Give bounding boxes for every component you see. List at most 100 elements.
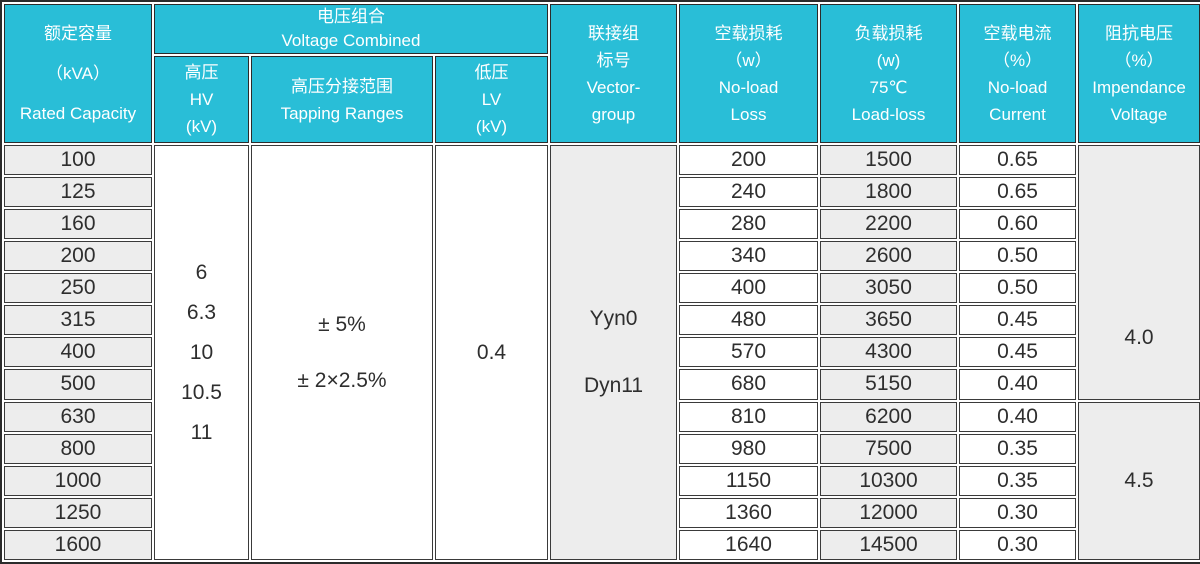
header-line: （%）: [1114, 50, 1164, 70]
noload-loss-cell: 400: [679, 273, 819, 304]
load-loss-cell: 6200: [820, 401, 958, 432]
noload-loss-cell: 680: [679, 369, 819, 400]
noload-current-cell: 0.35: [959, 433, 1077, 464]
noload-current-cell: 0.35: [959, 465, 1077, 496]
header-line: Rated Capacity: [19, 103, 137, 123]
capacity-cell: 1250: [4, 497, 152, 528]
hv-value: 6: [195, 260, 208, 284]
table-row: 160 280 2200 0.60: [4, 209, 1200, 240]
header-line: LV: [481, 90, 502, 109]
load-loss-cell: 10300: [820, 465, 958, 496]
header-line: 高压分接范围: [291, 76, 393, 96]
impedance-value: 4.5: [1124, 468, 1154, 492]
header-line: Voltage Combined: [281, 31, 421, 50]
header-lv: 低压 LV (kV): [435, 56, 549, 143]
load-loss-cell: 1800: [820, 177, 958, 208]
capacity-cell: 630: [4, 401, 152, 432]
header-noload-current: 空载电流 （%） No-load Current: [959, 4, 1077, 143]
table-row: 400 570 4300 0.45: [4, 337, 1200, 368]
header-line: 负载损耗: [854, 23, 923, 43]
capacity-cell: 100: [4, 145, 152, 176]
noload-loss-cell: 480: [679, 305, 819, 336]
noload-current-cell: 0.45: [959, 305, 1077, 336]
noload-current-cell: 0.40: [959, 401, 1077, 432]
impedance-cell-group1: 4.0: [1078, 145, 1200, 400]
tapping-value: ± 5%: [318, 312, 366, 336]
table-row: 500 680 5150 0.40: [4, 369, 1200, 400]
capacity-cell: 400: [4, 337, 152, 368]
load-loss-cell: 3650: [820, 305, 958, 336]
capacity-cell: 500: [4, 369, 152, 400]
capacity-cell: 160: [4, 209, 152, 240]
vector-group-cell: Yyn0 Dyn11: [550, 145, 678, 560]
hv-values-cell: 6 6.3 10 10.5 11: [154, 145, 249, 560]
load-loss-cell: 4300: [820, 337, 958, 368]
load-loss-cell: 5150: [820, 369, 958, 400]
header-line: 75℃: [869, 77, 908, 97]
noload-current-cell: 0.65: [959, 145, 1077, 176]
header-line: 联接组: [588, 23, 640, 43]
header-line: HV: [189, 90, 214, 109]
header-line: Vector-: [586, 77, 641, 97]
noload-current-cell: 0.50: [959, 273, 1077, 304]
header-line: (kV): [475, 117, 508, 136]
header-noload-loss: 空载损耗 （w） No-load Loss: [679, 4, 819, 143]
noload-current-cell: 0.45: [959, 337, 1077, 368]
table-row: 1250 1360 12000 0.30: [4, 497, 1200, 528]
header-line: 电压组合: [317, 7, 385, 26]
table-row: 800 980 7500 0.35: [4, 433, 1200, 464]
header-line: Current: [989, 104, 1046, 124]
load-loss-cell: 2600: [820, 241, 958, 272]
load-loss-cell: 14500: [820, 529, 958, 560]
header-line: Load-loss: [851, 104, 926, 124]
header-line: (kV): [185, 117, 218, 136]
noload-current-cell: 0.30: [959, 497, 1077, 528]
load-loss-cell: 7500: [820, 433, 958, 464]
hv-value: 6.3: [186, 300, 217, 324]
header-tapping-ranges: 高压分接范围 Tapping Ranges: [251, 56, 433, 143]
header-line: （%）: [992, 50, 1043, 70]
noload-current-cell: 0.60: [959, 209, 1077, 240]
table-row: 315 480 3650 0.45: [4, 305, 1200, 336]
capacity-cell: 315: [4, 305, 152, 336]
table-row: 1000 1150 10300 0.35: [4, 465, 1200, 496]
header-rated-capacity: 额定容量 （kVA） Rated Capacity: [4, 4, 152, 143]
header-line: Impendance: [1092, 77, 1186, 97]
hv-value: 10.5: [181, 380, 222, 404]
noload-loss-cell: 1150: [679, 465, 819, 496]
lv-value-cell: 0.4: [435, 145, 549, 560]
header-line: Voltage: [1110, 104, 1168, 124]
noload-current-cell: 0.30: [959, 529, 1077, 560]
header-line: 空载电流: [983, 23, 1052, 43]
noload-loss-cell: 200: [679, 145, 819, 176]
load-loss-cell: 3050: [820, 273, 958, 304]
noload-loss-cell: 240: [679, 177, 819, 208]
noload-loss-cell: 980: [679, 433, 819, 464]
header-hv: 高压 HV (kV): [154, 56, 249, 143]
header-line: 阻抗电压: [1105, 23, 1174, 43]
noload-loss-cell: 1360: [679, 497, 819, 528]
header-impedance-voltage: 阻抗电压 （%） Impendance Voltage: [1078, 4, 1200, 143]
noload-loss-cell: 810: [679, 401, 819, 432]
capacity-cell: 250: [4, 273, 152, 304]
hv-value: 10: [189, 340, 214, 364]
noload-current-cell: 0.65: [959, 177, 1077, 208]
header-line: Tapping Ranges: [280, 103, 404, 123]
header-line: 额定容量: [44, 23, 112, 43]
header-line: Loss: [730, 104, 767, 124]
load-loss-cell: 12000: [820, 497, 958, 528]
header-load-loss: 负载损耗 (w) 75℃ Load-loss: [820, 4, 958, 143]
impedance-value: 4.0: [1124, 326, 1154, 349]
capacity-cell: 125: [4, 177, 152, 208]
header-line: 低压: [474, 63, 509, 82]
hv-value: 11: [190, 420, 213, 444]
vector-value: Yyn0: [589, 307, 638, 330]
load-loss-cell: 1500: [820, 145, 958, 176]
header-line: No-load: [718, 77, 779, 97]
capacity-cell: 800: [4, 433, 152, 464]
table-header: 额定容量 （kVA） Rated Capacity 电压组合 Voltage C…: [4, 4, 1200, 143]
table-row: 200 340 2600 0.50: [4, 241, 1200, 272]
header-vector-group: 联接组 标号 Vector- group: [550, 4, 678, 143]
table-row: 125 240 1800 0.65: [4, 177, 1200, 208]
